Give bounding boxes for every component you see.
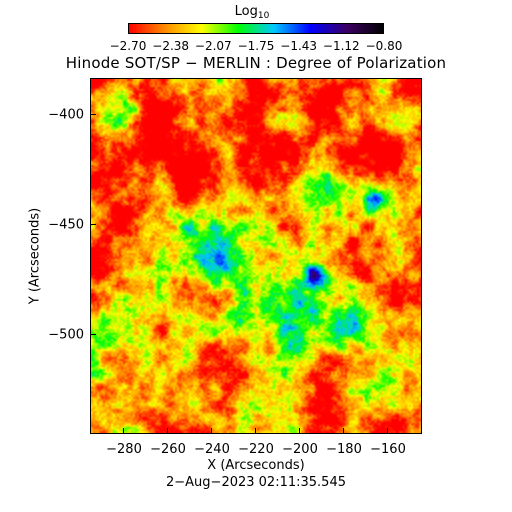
colorbar-tick-label: −2.07 bbox=[194, 39, 232, 53]
x-tick-mark bbox=[343, 428, 344, 434]
x-tick-label: −260 bbox=[150, 442, 186, 457]
y-tick-mark bbox=[90, 114, 96, 115]
colorbar-tick-label: −0.80 bbox=[365, 39, 403, 53]
x-axis-label: X (Arcseconds) bbox=[207, 458, 305, 473]
x-tick-label: −200 bbox=[282, 442, 318, 457]
colorbar-tick-label: −1.12 bbox=[322, 39, 360, 53]
x-tick-mark bbox=[211, 428, 212, 434]
y-axis-label: Y (Arcseconds) bbox=[27, 207, 43, 305]
x-tick-mark bbox=[387, 428, 388, 434]
colorbar-tick-label: −2.38 bbox=[152, 39, 190, 53]
plot-title: Hinode SOT/SP − MERLIN : Degree of Polar… bbox=[65, 54, 447, 72]
y-tick-label: −450 bbox=[48, 217, 84, 233]
x-tick-label: −180 bbox=[326, 442, 362, 457]
x-tick-label: −220 bbox=[238, 442, 274, 457]
colorbar-title: Log10 bbox=[222, 5, 282, 21]
x-tick-mark bbox=[255, 428, 256, 434]
x-tick-mark bbox=[299, 428, 300, 434]
y-tick-mark bbox=[90, 224, 96, 225]
x-tick-mark bbox=[167, 428, 168, 434]
y-tick-label: −400 bbox=[48, 107, 84, 123]
x-tick-label: −240 bbox=[194, 442, 230, 457]
polarization-map-image bbox=[91, 79, 421, 433]
polarization-map bbox=[90, 78, 422, 434]
colorbar-title-base: Log bbox=[234, 4, 258, 19]
colorbar-tick-label: −1.75 bbox=[237, 39, 275, 53]
colorbar-tick-label: −2.70 bbox=[109, 39, 147, 53]
colorbar-tick-label: −1.43 bbox=[280, 39, 318, 53]
x-tick-label: −280 bbox=[106, 442, 142, 457]
y-tick-label: −500 bbox=[48, 327, 84, 343]
x-tick-label: −160 bbox=[370, 442, 406, 457]
y-tick-mark bbox=[90, 334, 96, 335]
colorbar-title-subscript: 10 bbox=[257, 11, 270, 21]
x-tick-mark bbox=[123, 428, 124, 434]
observation-timestamp: 2−Aug−2023 02:11:35.545 bbox=[166, 475, 346, 490]
colorbar bbox=[128, 23, 384, 34]
